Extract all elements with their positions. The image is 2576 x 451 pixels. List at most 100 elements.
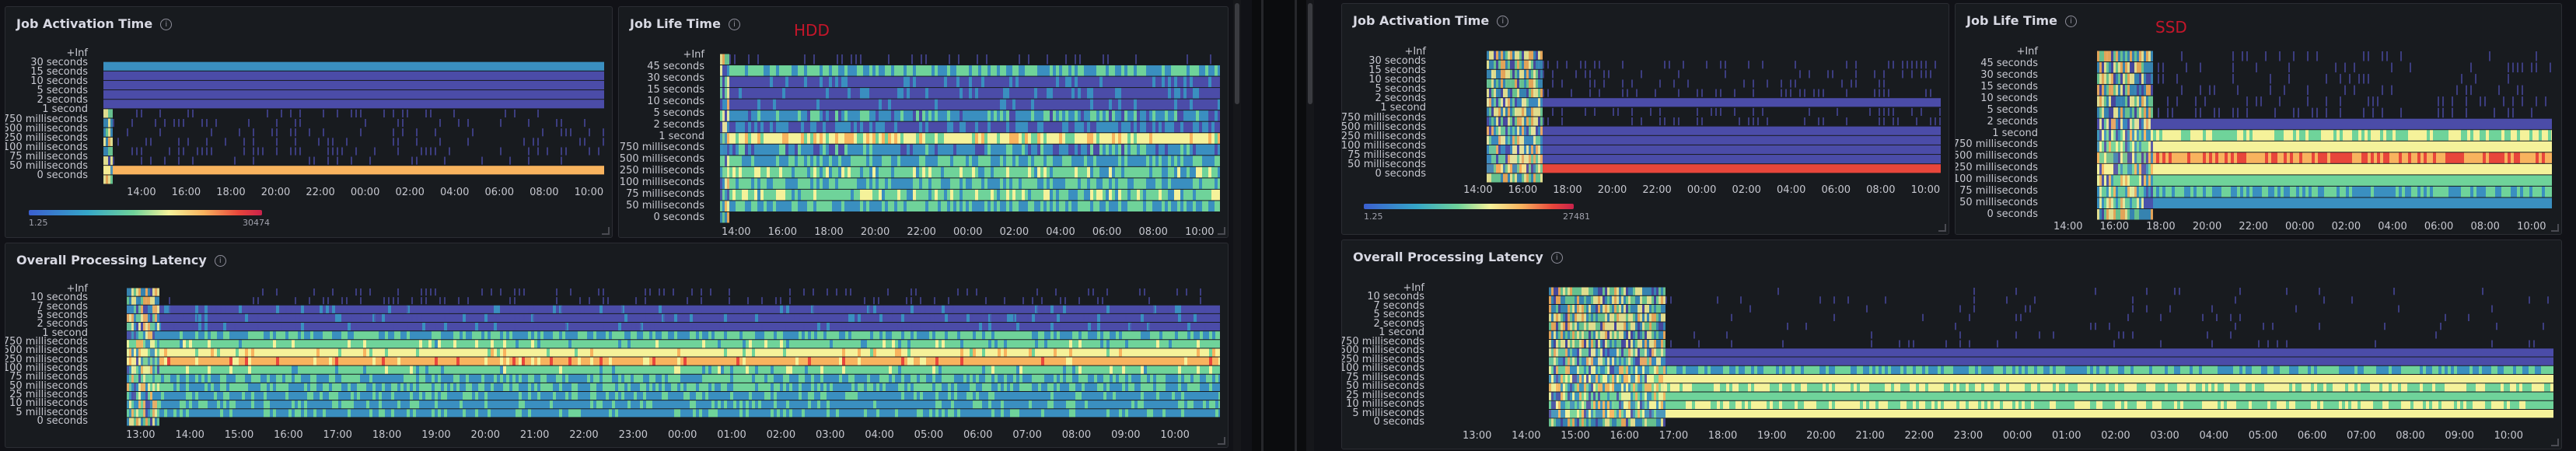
heatmap-cell [245, 305, 248, 313]
resize-handle[interactable] [1218, 227, 1225, 235]
heatmap-cell [1010, 331, 1013, 340]
heatmap-cell [287, 71, 290, 80]
heatmap-cell [215, 61, 218, 71]
panel-job-life-time[interactable]: Job Life Time i HDD +Inf 45 seconds 30 seco… [618, 6, 1229, 238]
heatmap-cell [329, 305, 332, 313]
x-tick-label: 06:00 [484, 187, 514, 198]
info-icon[interactable]: i [728, 19, 740, 30]
heatmap-cell [167, 313, 170, 322]
heatmap-cell [147, 90, 150, 100]
heatmap-cell [1124, 144, 1127, 156]
heatmap-cell [997, 88, 1000, 99]
heatmap-cell [1044, 305, 1047, 313]
heatmap-cell [251, 340, 254, 348]
panel-overall-processing-latency[interactable]: Overall Processing Latency i +Inf 10 secon… [5, 243, 1229, 448]
heatmap-cell [1147, 305, 1150, 313]
heatmap-cell [1218, 99, 1220, 110]
heatmap-cell [1121, 76, 1124, 88]
heatmap-cell [1025, 121, 1028, 133]
heatmap-cell [761, 331, 764, 340]
heatmap-cell [295, 128, 296, 137]
heatmap-cell [979, 331, 982, 340]
heatmap-cell [798, 76, 801, 88]
resize-handle[interactable] [602, 227, 610, 235]
heatmap-cell [474, 61, 477, 71]
heatmap-cell [197, 90, 200, 100]
heatmap-cell [189, 331, 192, 340]
heatmap-cell [484, 323, 488, 331]
heatmap-cell [833, 323, 836, 331]
heatmap-cell [290, 80, 293, 90]
heatmap-cell [173, 119, 175, 128]
heatmap[interactable] [711, 54, 1220, 223]
heatmap-cell [559, 323, 562, 331]
heatmap-cell [525, 331, 528, 340]
heatmap-cell [542, 71, 545, 80]
heatmap-cell [984, 166, 987, 178]
heatmap-cell [533, 166, 536, 175]
info-icon[interactable]: i [214, 255, 226, 267]
heatmap-cell [705, 313, 708, 322]
heatmap-cell [736, 156, 739, 166]
heatmap-cell [195, 331, 198, 340]
heatmap-cell [1200, 331, 1203, 340]
heatmap-cell [966, 305, 970, 313]
heatmap-cell [889, 323, 892, 331]
heatmap-cell [857, 110, 860, 121]
heatmap-cell [1047, 201, 1050, 212]
heatmap-cell [823, 323, 827, 331]
heatmap-cell [506, 313, 509, 322]
heatmap-cell [736, 65, 739, 76]
heatmap-cell [147, 71, 150, 80]
heatmap-cell [916, 88, 919, 99]
heatmap-cell [1000, 133, 1003, 144]
heatmap-cell [1009, 201, 1012, 212]
heatmap-cell [826, 76, 829, 88]
heatmap-cell [579, 80, 582, 90]
heatmap-cell [220, 331, 223, 340]
heatmap-cell [1085, 323, 1088, 331]
heatmap-cell [742, 121, 745, 133]
panel-job-activation-time[interactable]: Job Activation Time i +Inf 30 seconds 15 se… [5, 6, 613, 238]
heatmap-cell [251, 305, 254, 313]
heatmap-cell [732, 88, 736, 99]
heatmap-cell [419, 323, 422, 331]
heatmap[interactable] [96, 288, 1220, 426]
heatmap-cell [187, 166, 190, 175]
heatmap-cell [928, 76, 931, 88]
heatmap-cell [776, 65, 779, 76]
heatmap-cell [1091, 313, 1094, 322]
heatmap-cell [683, 331, 687, 340]
heatmap-cell [113, 61, 116, 71]
heatmap-cell [110, 156, 113, 166]
heatmap-cell [1103, 76, 1106, 88]
heatmap-cell [1053, 144, 1056, 156]
heatmap-cell [882, 65, 885, 76]
heatmap-cell [618, 323, 621, 331]
heatmap-cell [1040, 201, 1043, 212]
heatmap-cell [1047, 65, 1050, 76]
heatmap-cell [742, 133, 745, 144]
heatmap-cell [391, 313, 394, 322]
heatmap-cell [919, 65, 922, 76]
heatmap-cell [568, 313, 571, 322]
heatmap-cell [1043, 133, 1047, 144]
heatmap-cell [1166, 331, 1169, 340]
heatmap-cell [394, 323, 397, 331]
heatmap[interactable] [96, 52, 604, 184]
heatmap-cell [239, 128, 240, 137]
heatmap-cell [838, 99, 841, 110]
heatmap-cell [223, 323, 226, 331]
heatmap-cell [461, 61, 464, 71]
heatmap-cell [545, 90, 548, 100]
heatmap-cell [749, 305, 752, 313]
heatmap-cell [117, 138, 119, 146]
heatmap-cell [782, 110, 785, 121]
heatmap-cell [978, 99, 981, 110]
heatmap-cell [978, 201, 981, 212]
heatmap-cell [844, 189, 848, 201]
heatmap-cell [214, 323, 217, 331]
heatmap-cell [969, 110, 972, 121]
info-icon[interactable]: i [160, 19, 173, 30]
heatmap-cell [189, 340, 192, 348]
